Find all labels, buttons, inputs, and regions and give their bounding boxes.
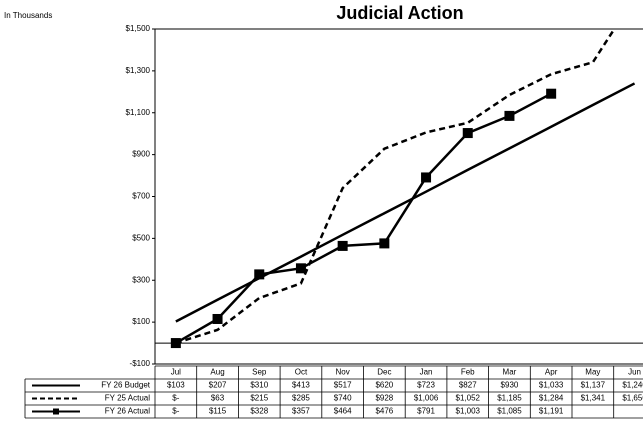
plot-area [154, 28, 643, 365]
table-value: $620 [375, 381, 393, 390]
table-value: $1,185 [497, 394, 522, 403]
legend-label: FY 26 Budget [101, 381, 151, 390]
plot-lines [170, 29, 636, 349]
table-value: $1,085 [497, 407, 522, 416]
table-value: $103 [167, 381, 185, 390]
x-tick-label: Jan [420, 368, 433, 377]
marker [504, 110, 515, 121]
x-tick-label: Mar [503, 368, 517, 377]
y-tick-label: $1,300 [126, 66, 151, 75]
x-tick-label: Jul [171, 368, 181, 377]
table-value: $1,284 [539, 394, 564, 403]
table-value: $1,650 [622, 394, 643, 403]
table-value: $740 [334, 394, 352, 403]
legend-label: FY 26 Actual [105, 407, 150, 416]
y-tick-label: $1,500 [126, 24, 151, 33]
legend-marker [53, 408, 59, 415]
x-tick-label: Feb [461, 368, 475, 377]
marker [421, 172, 432, 183]
series-line [175, 29, 616, 345]
table-value: $464 [334, 407, 352, 416]
series-line [175, 92, 552, 345]
chart-title: Judicial Action [336, 3, 463, 23]
marker [379, 238, 390, 249]
y-tick-label: -$100 [130, 359, 151, 368]
table-value: $207 [209, 381, 227, 390]
y-tick-label: $700 [132, 192, 150, 201]
table-value: $517 [334, 381, 352, 390]
x-tick-label: Apr [545, 368, 558, 377]
x-tick-label: Jun [628, 368, 641, 377]
table-value: $1,003 [456, 407, 481, 416]
y-tick-label: $900 [132, 150, 150, 159]
table-value: $791 [417, 407, 435, 416]
table-value: $215 [250, 394, 268, 403]
table-value: $328 [250, 407, 268, 416]
table-value: $285 [292, 394, 310, 403]
table-value: $1,341 [581, 394, 606, 403]
marker [337, 240, 348, 251]
x-tick-label: Aug [210, 368, 224, 377]
x-tick-label: Nov [336, 368, 350, 377]
table-value: $1,191 [539, 407, 564, 416]
table-value: $1,240 [622, 381, 643, 390]
table-value: $930 [501, 381, 519, 390]
table-value: $413 [292, 381, 310, 390]
x-tick-label: Oct [295, 368, 308, 377]
table-value: $476 [375, 407, 393, 416]
y-tick-label: $500 [132, 233, 150, 242]
table-value: $1,052 [456, 394, 481, 403]
table-value: $357 [292, 407, 310, 416]
table-value: $1,006 [414, 394, 439, 403]
table-value: $1,137 [581, 381, 606, 390]
series-line [175, 82, 636, 323]
table-value: $- [172, 407, 179, 416]
annotation: In Thousands [4, 11, 52, 20]
y-tick-label: $100 [132, 317, 150, 326]
x-tick-label: Dec [377, 368, 391, 377]
marker [254, 269, 265, 280]
x-tick-label: Sep [252, 368, 267, 377]
marker [546, 88, 557, 99]
table-value: $827 [459, 381, 477, 390]
marker [295, 263, 306, 274]
table-value: $115 [209, 407, 227, 416]
y-tick-label: $1,100 [126, 108, 151, 117]
table-value: $- [172, 394, 179, 403]
marker [212, 313, 223, 324]
table-value: $1,033 [539, 381, 564, 390]
table-value: $310 [250, 381, 268, 390]
marker [170, 338, 181, 349]
legend-label: FY 25 Actual [105, 394, 150, 403]
marker [462, 128, 473, 139]
x-tick-label: May [585, 368, 600, 377]
table-value: $63 [211, 394, 225, 403]
table-value: $723 [417, 381, 435, 390]
table-value: $928 [375, 394, 393, 403]
y-tick-label: $300 [132, 275, 150, 284]
